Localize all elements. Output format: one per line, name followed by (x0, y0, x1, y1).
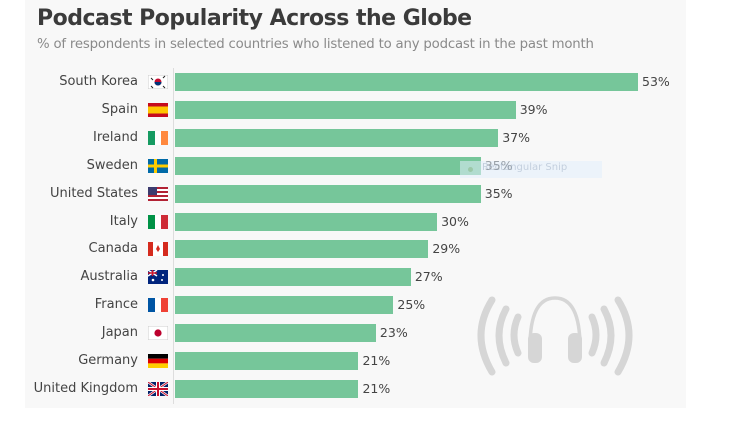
flag-italy-icon (148, 214, 168, 229)
category-label: France (94, 297, 138, 313)
bar (175, 100, 516, 119)
flag-france-icon (148, 298, 168, 313)
snip-label: Rectangular Snip (482, 162, 568, 173)
flag-japan-icon (148, 326, 168, 341)
category-label: Italy (109, 213, 138, 229)
bar-row-south-korea: South Korea 53% (0, 73, 750, 91)
bar-row-spain: Spain 39% (0, 100, 750, 119)
flag-germany-icon (148, 354, 168, 368)
bar (175, 73, 638, 91)
value-label: 39% (519, 101, 548, 117)
chart-title: Podcast Popularity Across the Globe (37, 6, 472, 31)
bar-row-canada: Canada 29% (0, 240, 750, 259)
bar (175, 268, 411, 287)
flag-ireland-icon (148, 130, 168, 145)
bar (175, 379, 359, 398)
flag-spain-icon (148, 102, 168, 117)
bar-row-sweden: Sweden35% (0, 156, 750, 175)
bar-row-japan: Japan 23% (0, 324, 750, 343)
category-label: Australia (80, 269, 138, 285)
bar (175, 324, 376, 343)
value-label: 27% (414, 269, 443, 285)
bar (175, 128, 499, 147)
category-label: Canada (88, 241, 138, 257)
value-label: 53% (642, 74, 670, 89)
bar (175, 296, 394, 315)
bar-row-australia: Australia 27% (0, 268, 750, 287)
flag-south-korea-icon (148, 75, 168, 89)
flag-sweden-icon (148, 158, 168, 173)
flag-united-states-icon (148, 186, 168, 201)
bar-row-france: France 25% (0, 296, 750, 315)
flag-canada-icon (148, 242, 168, 257)
y-axis-line (173, 68, 174, 404)
snip-icon (468, 167, 473, 172)
headphones-icon (477, 296, 633, 376)
category-label: United States (49, 185, 138, 201)
flag-australia-icon (148, 270, 168, 285)
category-label: Spain (101, 101, 138, 117)
bar-row-ireland: Ireland 37% (0, 128, 750, 147)
value-label: 30% (441, 213, 469, 229)
category-label: Germany (78, 353, 138, 368)
bar (175, 240, 429, 259)
chart-subtitle: % of respondents in selected countries w… (37, 37, 594, 52)
bar (175, 352, 359, 370)
value-label: 21% (362, 353, 391, 368)
bar-row-united-kingdom: United Kingdom 21% (0, 379, 750, 398)
bar (175, 212, 438, 231)
bar-row-united-states: United States 35% (0, 184, 750, 203)
category-label: Japan (101, 325, 138, 341)
value-label: 23% (379, 325, 408, 341)
flag-united-kingdom-icon (148, 381, 168, 396)
value-label: 35% (484, 185, 513, 201)
category-label: South Korea (59, 74, 138, 89)
value-label: 25% (397, 297, 426, 313)
bar (175, 156, 481, 175)
value-label: 29% (432, 241, 461, 257)
category-label: Ireland (93, 129, 138, 145)
value-label: 37% (502, 129, 531, 145)
value-label: 21% (362, 380, 391, 396)
category-label: United Kingdom (33, 380, 138, 396)
snip-tooltip: Rectangular Snip (460, 161, 602, 178)
bar (175, 184, 481, 203)
bar-row-italy: Italy 30% (0, 212, 750, 231)
category-label: Sweden (86, 157, 138, 173)
bar-row-germany: Germany 21% (0, 352, 750, 370)
